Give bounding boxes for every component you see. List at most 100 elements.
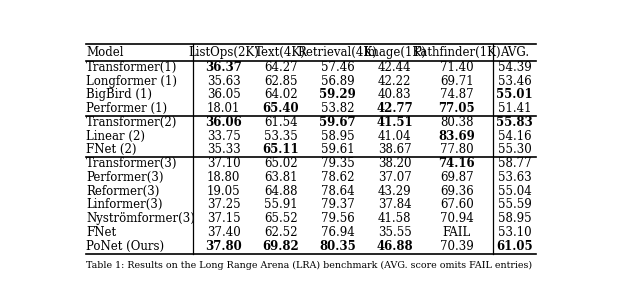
Text: Retrieval(4K): Retrieval(4K) bbox=[298, 46, 378, 59]
Text: 40.83: 40.83 bbox=[378, 88, 412, 101]
Text: 18.01: 18.01 bbox=[207, 102, 240, 115]
Text: 58.95: 58.95 bbox=[498, 212, 531, 225]
Text: 67.60: 67.60 bbox=[440, 198, 474, 212]
Text: FAIL: FAIL bbox=[443, 226, 471, 239]
Text: FNet: FNet bbox=[86, 226, 116, 239]
Text: PoNet (Ours): PoNet (Ours) bbox=[86, 240, 164, 253]
Text: 59.29: 59.29 bbox=[319, 88, 356, 101]
Text: 37.15: 37.15 bbox=[207, 212, 241, 225]
Text: 76.94: 76.94 bbox=[321, 226, 355, 239]
Text: 69.87: 69.87 bbox=[440, 171, 474, 184]
Text: 55.01: 55.01 bbox=[496, 88, 533, 101]
Text: 37.84: 37.84 bbox=[378, 198, 412, 212]
Text: 54.39: 54.39 bbox=[498, 61, 531, 74]
Text: 80.38: 80.38 bbox=[440, 116, 474, 129]
Text: 70.39: 70.39 bbox=[440, 240, 474, 253]
Text: 77.05: 77.05 bbox=[438, 102, 475, 115]
Text: 53.63: 53.63 bbox=[498, 171, 531, 184]
Text: Longformer (1): Longformer (1) bbox=[86, 74, 177, 88]
Text: 42.77: 42.77 bbox=[376, 102, 413, 115]
Text: 33.75: 33.75 bbox=[207, 130, 241, 143]
Text: 43.29: 43.29 bbox=[378, 185, 412, 198]
Text: 79.56: 79.56 bbox=[321, 212, 355, 225]
Text: 79.35: 79.35 bbox=[321, 157, 355, 170]
Text: 62.52: 62.52 bbox=[264, 226, 298, 239]
Text: 65.52: 65.52 bbox=[264, 212, 298, 225]
Text: 37.40: 37.40 bbox=[207, 226, 241, 239]
Text: Performer(3): Performer(3) bbox=[86, 171, 163, 184]
Text: 57.46: 57.46 bbox=[321, 61, 355, 74]
Text: 35.55: 35.55 bbox=[378, 226, 412, 239]
Text: 42.22: 42.22 bbox=[378, 74, 412, 88]
Text: Pathfinder(1K): Pathfinder(1K) bbox=[413, 46, 500, 59]
Text: Text(4K): Text(4K) bbox=[255, 46, 306, 59]
Text: 38.67: 38.67 bbox=[378, 143, 412, 156]
Text: 80.35: 80.35 bbox=[319, 240, 356, 253]
Text: FNet (2): FNet (2) bbox=[86, 143, 136, 156]
Text: 18.80: 18.80 bbox=[207, 171, 240, 184]
Text: 74.87: 74.87 bbox=[440, 88, 474, 101]
Text: 53.82: 53.82 bbox=[321, 102, 355, 115]
Text: 37.10: 37.10 bbox=[207, 157, 241, 170]
Text: 83.69: 83.69 bbox=[438, 130, 475, 143]
Text: 59.61: 59.61 bbox=[321, 143, 355, 156]
Text: 65.40: 65.40 bbox=[262, 102, 299, 115]
Text: 53.35: 53.35 bbox=[264, 130, 298, 143]
Text: 58.95: 58.95 bbox=[321, 130, 355, 143]
Text: 55.83: 55.83 bbox=[496, 116, 533, 129]
Text: 65.11: 65.11 bbox=[262, 143, 299, 156]
Text: 41.51: 41.51 bbox=[376, 116, 413, 129]
Text: Nyströmformer(3): Nyströmformer(3) bbox=[86, 212, 195, 225]
Text: 35.33: 35.33 bbox=[207, 143, 241, 156]
Text: 37.25: 37.25 bbox=[207, 198, 241, 212]
Text: 64.27: 64.27 bbox=[264, 61, 298, 74]
Text: Transformer(1): Transformer(1) bbox=[86, 61, 177, 74]
Text: 78.64: 78.64 bbox=[321, 185, 355, 198]
Text: 61.05: 61.05 bbox=[496, 240, 533, 253]
Text: 35.63: 35.63 bbox=[207, 74, 241, 88]
Text: 41.58: 41.58 bbox=[378, 212, 412, 225]
Text: ListOps(2K): ListOps(2K) bbox=[188, 46, 259, 59]
Text: 55.04: 55.04 bbox=[498, 185, 531, 198]
Text: 55.30: 55.30 bbox=[498, 143, 531, 156]
Text: Reformer(3): Reformer(3) bbox=[86, 185, 159, 198]
Text: 55.59: 55.59 bbox=[498, 198, 531, 212]
Text: 54.16: 54.16 bbox=[498, 130, 531, 143]
Text: 46.88: 46.88 bbox=[376, 240, 413, 253]
Text: 62.85: 62.85 bbox=[264, 74, 298, 88]
Text: 36.06: 36.06 bbox=[205, 116, 242, 129]
Text: 61.54: 61.54 bbox=[264, 116, 298, 129]
Text: 77.80: 77.80 bbox=[440, 143, 474, 156]
Text: Linear (2): Linear (2) bbox=[86, 130, 145, 143]
Text: 70.94: 70.94 bbox=[440, 212, 474, 225]
Text: 64.02: 64.02 bbox=[264, 88, 298, 101]
Text: 51.41: 51.41 bbox=[498, 102, 531, 115]
Text: 19.05: 19.05 bbox=[207, 185, 241, 198]
Text: 59.67: 59.67 bbox=[319, 116, 356, 129]
Text: 69.36: 69.36 bbox=[440, 185, 474, 198]
Text: AVG.: AVG. bbox=[500, 46, 529, 59]
Text: 74.16: 74.16 bbox=[438, 157, 475, 170]
Text: 38.20: 38.20 bbox=[378, 157, 412, 170]
Text: 41.04: 41.04 bbox=[378, 130, 412, 143]
Text: Image(1K): Image(1K) bbox=[364, 46, 426, 59]
Text: 56.89: 56.89 bbox=[321, 74, 355, 88]
Text: 71.40: 71.40 bbox=[440, 61, 474, 74]
Text: Transformer(3): Transformer(3) bbox=[86, 157, 177, 170]
Text: 69.71: 69.71 bbox=[440, 74, 474, 88]
Text: Model: Model bbox=[86, 46, 124, 59]
Text: 78.62: 78.62 bbox=[321, 171, 355, 184]
Text: 36.05: 36.05 bbox=[207, 88, 241, 101]
Text: 53.46: 53.46 bbox=[498, 74, 531, 88]
Text: 65.02: 65.02 bbox=[264, 157, 298, 170]
Text: 79.37: 79.37 bbox=[321, 198, 355, 212]
Text: 37.80: 37.80 bbox=[205, 240, 242, 253]
Text: Linformer(3): Linformer(3) bbox=[86, 198, 163, 212]
Text: 37.07: 37.07 bbox=[378, 171, 412, 184]
Text: Table 1: Results on the Long Range Arena (LRA) benchmark (AVG. score omits FAIL : Table 1: Results on the Long Range Arena… bbox=[86, 260, 532, 270]
Text: 69.82: 69.82 bbox=[262, 240, 299, 253]
Text: 36.37: 36.37 bbox=[205, 61, 242, 74]
Text: 63.81: 63.81 bbox=[264, 171, 298, 184]
Text: 64.88: 64.88 bbox=[264, 185, 298, 198]
Text: Performer (1): Performer (1) bbox=[86, 102, 167, 115]
